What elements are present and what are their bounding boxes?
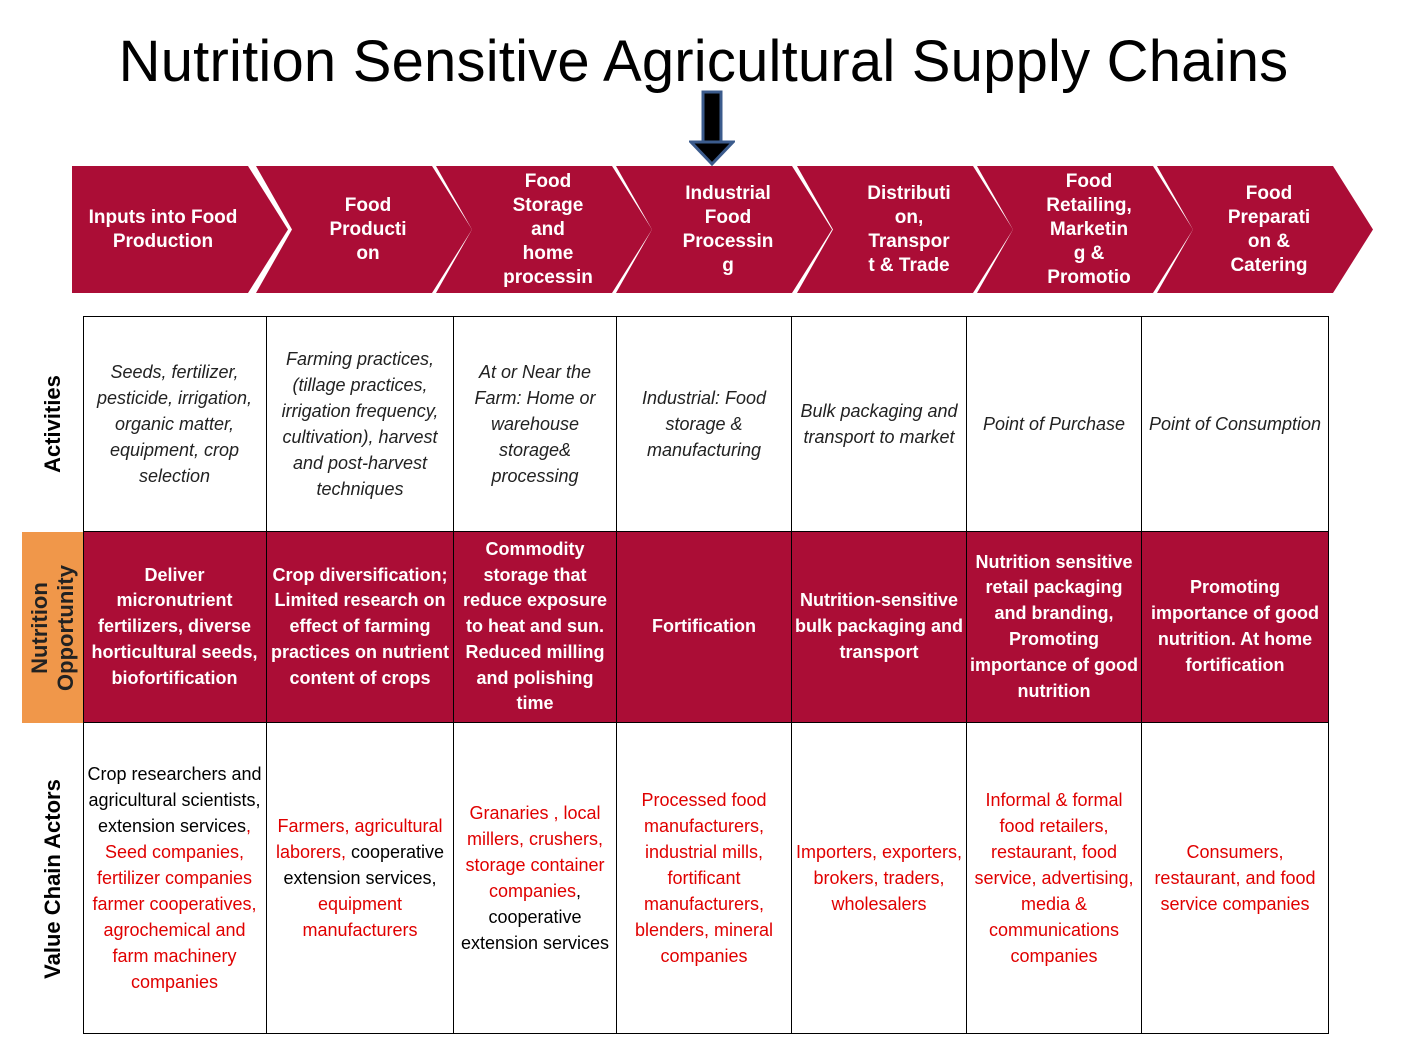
stage-chevron-6: Food Retailing, Marketin g & Promotio	[977, 166, 1193, 293]
nutrition-opportunity-cell: Promoting importance of good nutrition. …	[1142, 532, 1329, 723]
value-chain-actor-cell: Granaries , local millers, crushers, sto…	[454, 723, 617, 1034]
row-label-nutrition-opportunity: Nutrition Opportunity	[22, 532, 84, 723]
row-label-nutrition-line2: Opportunity	[53, 564, 78, 691]
down-arrow-icon	[689, 90, 735, 166]
row-label-activities: Activities	[40, 375, 66, 473]
page-title: Nutrition Sensitive Agricultural Supply …	[118, 29, 1289, 94]
value-chain-actor-cell: Importers, exporters, brokers, traders, …	[792, 723, 967, 1034]
supply-chain-table: Seeds, fertilizer, pesticide, irrigation…	[83, 316, 1329, 1034]
actor-text-red: Granaries , local millers, crushers, sto…	[465, 803, 605, 901]
nutrition-opportunity-cell: Nutrition sensitive retail packaging and…	[967, 532, 1142, 723]
stage-label: Food Retailing, Marketin g & Promotio	[1046, 170, 1132, 288]
activity-cell: Farming practices, (tillage practices, i…	[267, 316, 454, 532]
actor-text: Crop researchers and agricultural scient…	[85, 761, 264, 995]
stage-label: Food Preparati on & Catering	[1227, 182, 1311, 276]
actor-text-black: , cooperative extension services	[460, 881, 610, 953]
nutrition-opportunity-cell: Deliver micronutrient fertilizers, diver…	[83, 532, 267, 723]
row-label-nutrition-line1: Nutrition	[27, 581, 52, 674]
stage-label: Inputs into Food Production	[88, 206, 238, 252]
stage-label: Distributi on, Transpor t & Trade	[867, 182, 951, 276]
value-chain-actor-cell: Farmers, agricultural laborers, cooperat…	[267, 723, 454, 1034]
actor-text-red: Processed food manufacturers, industrial…	[634, 790, 774, 966]
value-chain-actor-cell: Crop researchers and agricultural scient…	[83, 723, 267, 1034]
nutrition-opportunity-cell: Commodity storage that reduce exposure t…	[454, 532, 617, 723]
actor-text-red: Importers, exporters, brokers, traders, …	[795, 842, 963, 914]
activity-cell: Point of Purchase	[967, 316, 1142, 532]
value-chain-actor-cell: Processed food manufacturers, industrial…	[617, 723, 792, 1034]
actor-text-red: equipment manufacturers	[302, 894, 418, 940]
stage-chevron-3: Food Storage and home processin	[436, 166, 652, 293]
actor-text-black: Crop researchers and agricultural scient…	[87, 764, 262, 836]
stage-chevron-7: Food Preparati on & Catering	[1157, 166, 1373, 293]
actor-text-red: Consumers, restaurant, and food service …	[1154, 842, 1316, 914]
row-label-value-chain-actors: Value Chain Actors	[40, 778, 65, 979]
activity-cell: Industrial: Food storage & manufacturing	[617, 316, 792, 532]
stage-chevron-1: Inputs into Food Production	[72, 166, 288, 293]
stage-chevron-5: Distributi on, Transpor t & Trade	[797, 166, 1013, 293]
nutrition-opportunity-cell: Fortification	[617, 532, 792, 723]
actor-text: Farmers, agricultural laborers, cooperat…	[269, 813, 451, 943]
actor-text-red: Informal & formal food retailers, restau…	[974, 790, 1134, 966]
actor-text-black: cooperative extension services,	[283, 842, 445, 888]
stage-label: Food Producti on	[329, 194, 407, 264]
stage-chevron-4: Industrial Food Processin g	[616, 166, 832, 293]
activity-cell: At or Near the Farm: Home or warehouse s…	[454, 316, 617, 532]
activity-cell: Bulk packaging and transport to market	[792, 316, 967, 532]
stage-label: Food Storage and home processin	[503, 170, 593, 288]
stage-label: Industrial Food Processin g	[682, 182, 774, 276]
value-chain-actor-cell: Informal & formal food retailers, restau…	[967, 723, 1142, 1034]
nutrition-opportunity-cell: Nutrition-sensitive bulk packaging and t…	[792, 532, 967, 723]
stage-chevron-2: Food Producti on	[256, 166, 472, 293]
actor-text: Consumers, restaurant, and food service …	[1144, 839, 1326, 917]
activity-cell: Seeds, fertilizer, pesticide, irrigation…	[83, 316, 267, 532]
actor-text: Processed food manufacturers, industrial…	[619, 787, 789, 969]
actor-text-red: Farmers, agricultural laborers,	[275, 816, 443, 862]
activity-cell: Point of Consumption	[1142, 316, 1329, 532]
actor-text: Granaries , local millers, crushers, sto…	[456, 800, 614, 956]
actor-text: Importers, exporters, brokers, traders, …	[794, 839, 964, 917]
actor-text-red: , Seed companies, fertilizer companies f…	[92, 816, 257, 992]
actor-text: Informal & formal food retailers, restau…	[969, 787, 1139, 969]
value-chain-actor-cell: Consumers, restaurant, and food service …	[1142, 723, 1329, 1034]
nutrition-opportunity-cell: Crop diversification; Limited research o…	[267, 532, 454, 723]
